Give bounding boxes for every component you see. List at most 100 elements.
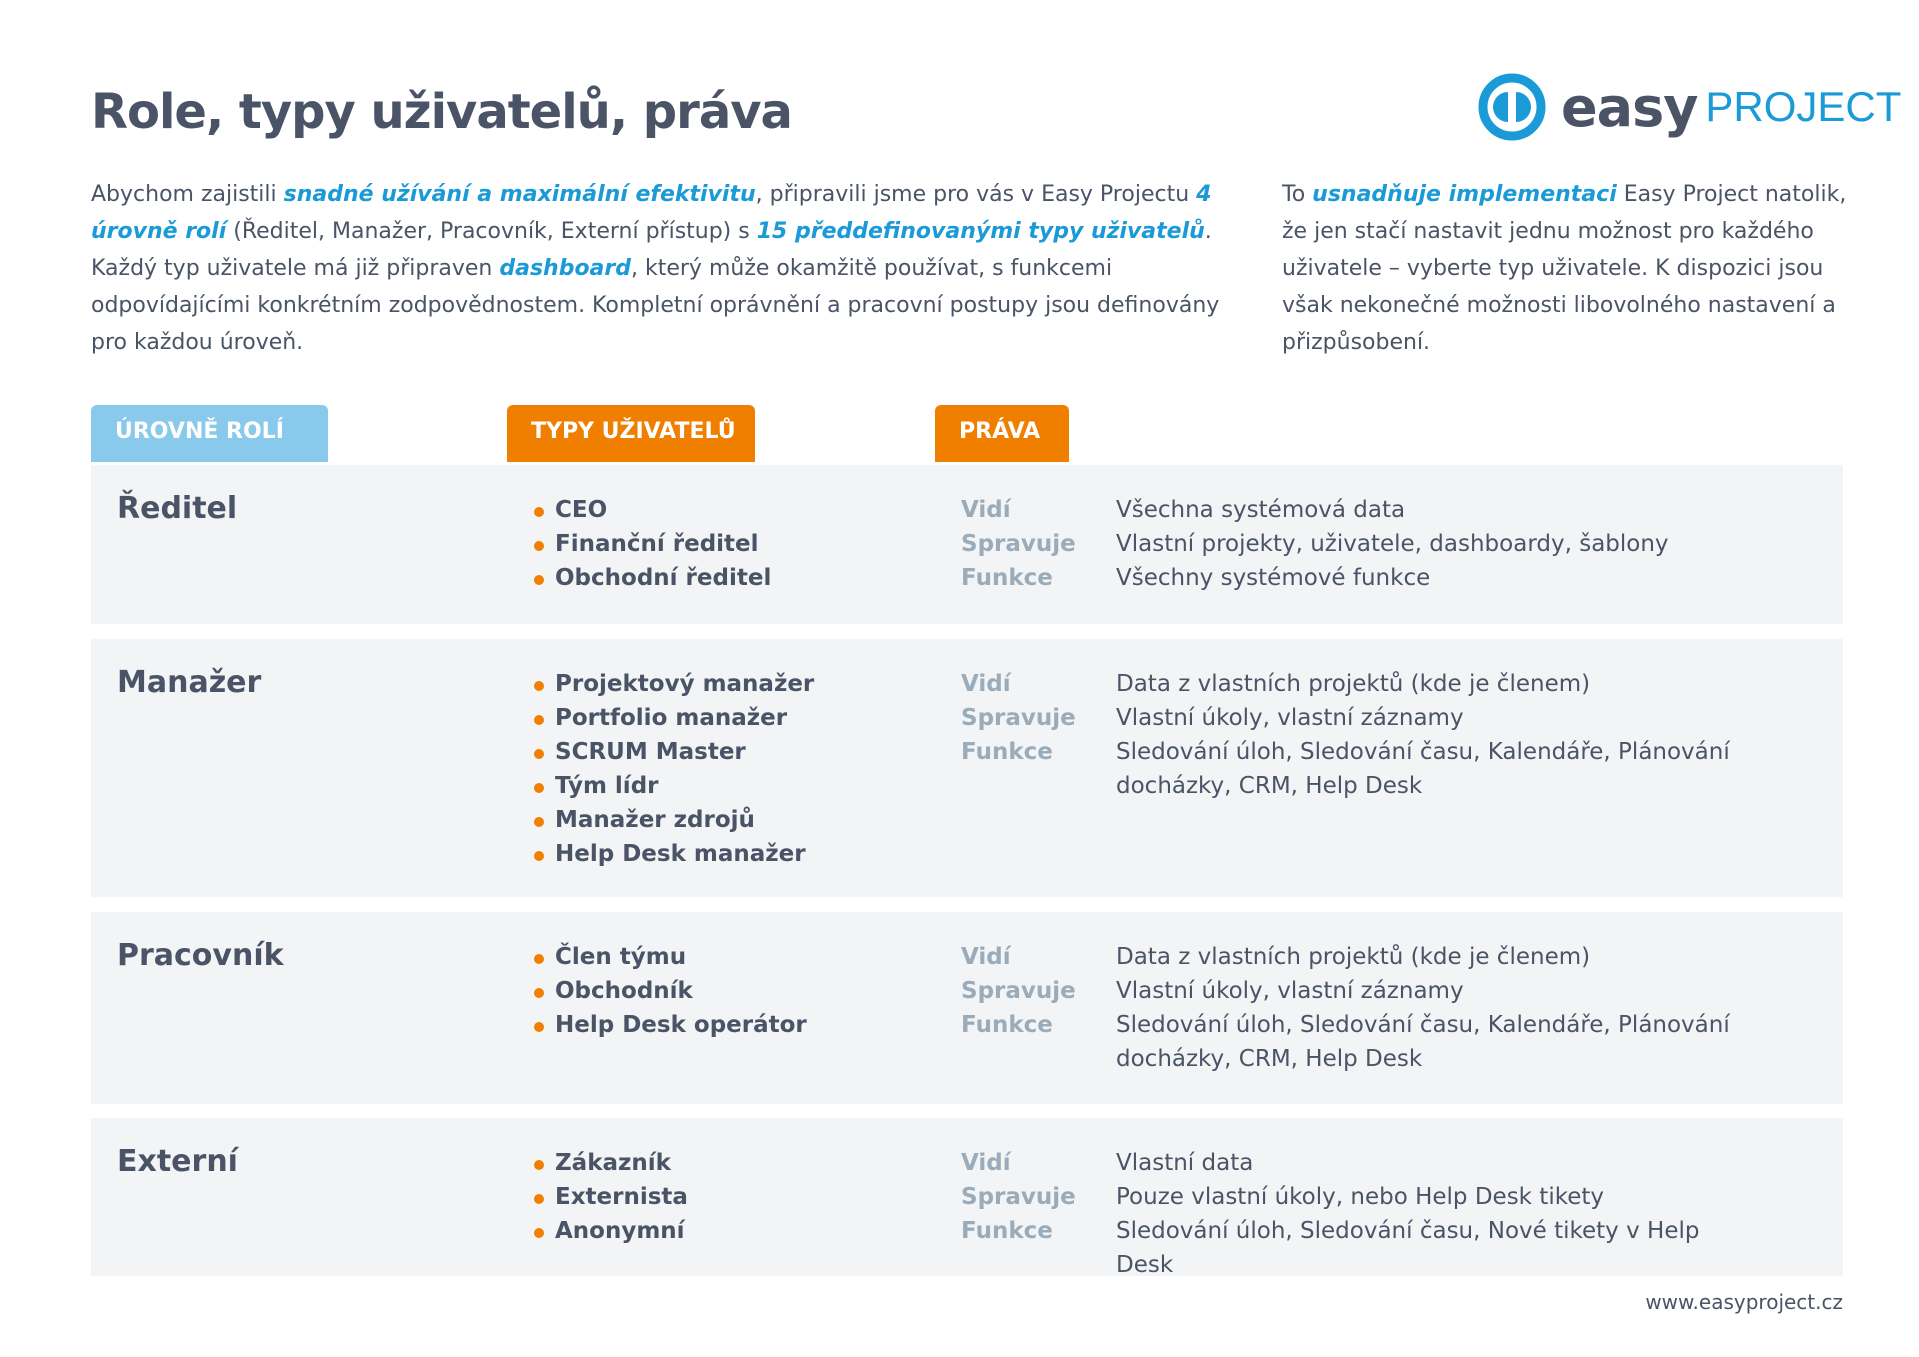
user-type-label: Projektový manažer <box>555 671 815 697</box>
user-type-item: Help Desk manažer <box>534 837 814 871</box>
right-item: Spravuje Vlastní úkoly, vlastní záznamy <box>961 701 1736 735</box>
user-type-label: Obchodní ředitel <box>555 565 772 591</box>
intro-paragraph: Abychom zajistili snadné užívání a maxim… <box>91 176 1231 361</box>
logo-easy: easy <box>1561 75 1698 139</box>
rights-list: Vidí Všechna systémová data Spravuje Vlastn… <box>961 493 1736 595</box>
bullet-icon <box>534 507 544 517</box>
user-type-label: Zákazník <box>555 1150 671 1176</box>
user-type-item: Manažer zdrojů <box>534 803 814 837</box>
right-label: Funkce <box>961 739 1053 765</box>
user-type-item: Finanční ředitel <box>534 527 771 561</box>
user-type-item: Portfolio manažer <box>534 701 814 735</box>
role-row: Manažer Projektový manažer Portfolio manaž… <box>91 639 1843 897</box>
user-type-item: Člen týmu <box>534 940 807 974</box>
right-label: Vidí <box>961 497 1011 523</box>
highlight-text: 15 předdefinovanými typy uživatelů <box>756 219 1205 244</box>
user-types-list: Člen týmu Obchodník Help Desk operátor <box>534 940 807 1042</box>
right-item: Spravuje Vlastní projekty, uživatele, das… <box>961 527 1736 561</box>
right-item: Spravuje Pouze vlastní úkoly, nebo Help D… <box>961 1180 1736 1214</box>
implementation-paragraph: To usnadňuje implementaci Easy Project n… <box>1282 176 1862 361</box>
right-item: Vidí Vlastní data <box>961 1146 1736 1180</box>
user-type-item: Help Desk operátor <box>534 1008 807 1042</box>
user-type-item: SCRUM Master <box>534 735 814 769</box>
role-name: Pracovník <box>117 938 284 973</box>
user-type-item: Tým lídr <box>534 769 814 803</box>
user-type-label: Člen týmu <box>555 944 687 970</box>
role-row: Externí Zákazník Externista Anonymní Vidí Vla… <box>91 1118 1843 1278</box>
text-span: Easy Project natolik, že jen stačí nasta… <box>1282 182 1847 355</box>
user-type-item: Anonymní <box>534 1214 688 1248</box>
right-value: Data z vlastních projektů (kde je členem… <box>1116 671 1591 697</box>
right-label: Spravuje <box>961 978 1076 1004</box>
right-item: Vidí Data z vlastních projektů (kde je čl… <box>961 940 1736 974</box>
bullet-icon <box>534 575 544 585</box>
right-item: Spravuje Vlastní úkoly, vlastní záznamy <box>961 974 1736 1008</box>
user-types-list: Zákazník Externista Anonymní <box>534 1146 688 1248</box>
right-label: Spravuje <box>961 705 1076 731</box>
user-types-list: Projektový manažer Portfolio manažer SCRUM… <box>534 667 814 871</box>
role-name: Externí <box>117 1144 238 1179</box>
right-value: Všechny systémové funkce <box>1116 565 1431 591</box>
website-url[interactable]: www.easyproject.cz <box>1645 1290 1843 1314</box>
text-span: (Ředitel, Manažer, Pracovník, Externí př… <box>226 219 757 244</box>
right-item: Funkce Sledování úloh, Sledování času, No… <box>961 1214 1736 1282</box>
right-item: Funkce Všechny systémové funkce <box>961 561 1736 595</box>
role-row: Ředitel CEO Finanční ředitel Obchodní ředit… <box>91 465 1843 624</box>
right-value: Sledování úloh, Sledování času, Nové tik… <box>1116 1218 1700 1278</box>
user-type-item: CEO <box>534 493 771 527</box>
user-type-item: Zákazník <box>534 1146 688 1180</box>
right-label: Funkce <box>961 1012 1053 1038</box>
highlight-text: dashboard <box>499 256 631 281</box>
header-user-types: TYPY UŽIVATELŮ <box>507 405 755 462</box>
user-type-label: CEO <box>555 497 608 523</box>
bullet-icon <box>534 1228 544 1238</box>
user-type-label: SCRUM Master <box>555 739 746 765</box>
user-type-label: Finanční ředitel <box>555 531 759 557</box>
bullet-icon <box>534 715 544 725</box>
right-value: Sledování úloh, Sledování času, Kalendář… <box>1116 1012 1730 1072</box>
bullet-icon <box>534 954 544 964</box>
right-value: Vlastní úkoly, vlastní záznamy <box>1116 705 1464 731</box>
text-span: To <box>1282 182 1313 207</box>
user-type-item: Externista <box>534 1180 688 1214</box>
user-type-item: Obchodní ředitel <box>534 561 771 595</box>
bullet-icon <box>534 988 544 998</box>
right-label: Vidí <box>961 1150 1011 1176</box>
right-value: Vlastní projekty, uživatele, dashboardy,… <box>1116 531 1669 557</box>
bullet-icon <box>534 749 544 759</box>
header-rights: PRÁVA <box>935 405 1069 462</box>
right-item: Funkce Sledování úloh, Sledování času, Ka… <box>961 735 1736 803</box>
right-value: Pouze vlastní úkoly, nebo Help Desk tike… <box>1116 1184 1604 1210</box>
highlight-text: 4 úrovně rolí <box>91 182 1212 244</box>
rights-list: Vidí Data z vlastních projektů (kde je čl… <box>961 667 1736 803</box>
right-label: Vidí <box>961 671 1011 697</box>
user-types-list: CEO Finanční ředitel Obchodní ředitel <box>534 493 771 595</box>
right-value: Vlastní úkoly, vlastní záznamy <box>1116 978 1464 1004</box>
role-row: Pracovník Člen týmu Obchodník Help Desk ope… <box>91 912 1843 1104</box>
user-type-label: Manažer zdrojů <box>555 807 755 833</box>
user-type-label: Externista <box>555 1184 688 1210</box>
bullet-icon <box>534 783 544 793</box>
text-span: Abychom zajistili <box>91 182 284 207</box>
right-item: Vidí Data z vlastních projektů (kde je čl… <box>961 667 1736 701</box>
user-type-item: Obchodník <box>534 974 807 1008</box>
right-label: Funkce <box>961 565 1053 591</box>
rights-list: Vidí Vlastní data Spravuje Pouze vlastní úk… <box>961 1146 1736 1282</box>
highlight-text: usnadňuje implementaci <box>1312 182 1617 207</box>
highlight-text: snadné užívání a maximální efektivitu <box>283 182 756 207</box>
logo-project: PROJECT <box>1705 83 1902 130</box>
bullet-icon <box>534 851 544 861</box>
logo-icon <box>1478 73 1546 141</box>
bullet-icon <box>534 1022 544 1032</box>
right-label: Spravuje <box>961 531 1076 557</box>
user-type-label: Tým lídr <box>555 773 659 799</box>
user-type-label: Anonymní <box>555 1218 685 1244</box>
right-value: Data z vlastních projektů (kde je členem… <box>1116 944 1591 970</box>
bullet-icon <box>534 681 544 691</box>
right-value: Vlastní data <box>1116 1150 1254 1176</box>
right-label: Vidí <box>961 944 1011 970</box>
right-value: Všechna systémová data <box>1116 497 1406 523</box>
bullet-icon <box>534 1160 544 1170</box>
rights-list: Vidí Data z vlastních projektů (kde je čl… <box>961 940 1736 1076</box>
bullet-icon <box>534 541 544 551</box>
